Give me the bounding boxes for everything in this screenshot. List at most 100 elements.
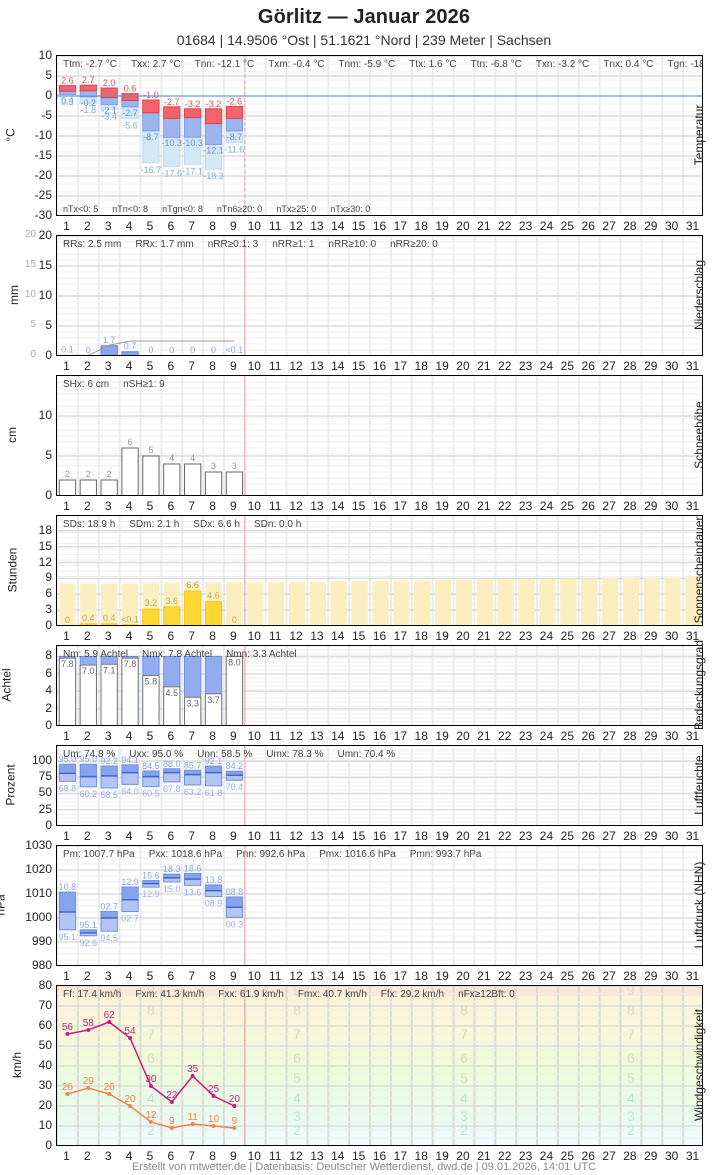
svg-text:15.6: 15.6 <box>142 871 160 881</box>
pressure-unit-label: hPa <box>0 894 8 916</box>
x-tick-label: 17 <box>393 219 408 233</box>
x-tick-label: 9 <box>230 1149 237 1163</box>
y-tick-label: 10 <box>38 48 52 62</box>
svg-text:9: 9 <box>147 986 155 998</box>
x-tick-label: 25 <box>560 969 575 983</box>
x-tick-label: 28 <box>623 729 637 743</box>
snow-depth-panel-title: Schneehöhe <box>692 401 706 469</box>
svg-text:2: 2 <box>627 1122 635 1138</box>
y-tick-label-secondary: 10 <box>24 289 36 300</box>
svg-text:5: 5 <box>293 1070 301 1086</box>
y-tick-label: 10 <box>38 408 52 422</box>
y-tick-label: 20 <box>38 228 52 242</box>
wind-panel-title: Windgeschwindigkeit <box>692 1008 706 1122</box>
stat-value: Pmx: 1016.6 hPa <box>319 849 396 860</box>
x-tick-label: 19 <box>435 219 449 233</box>
sunshine-stats: SDs: 18.9 h SDm: 2.1 h SDx: 6.6 h SDn: 0.0 … <box>63 519 315 530</box>
sunshine-panel-title: Sonnenscheindauer <box>692 516 706 624</box>
x-tick-label: 7 <box>188 969 195 983</box>
stat-value: nTn<0: 8 <box>112 204 149 214</box>
y-tick-label: 75 <box>38 769 52 784</box>
y-tick-label-secondary: 20 <box>24 229 36 240</box>
pressure-panel-title: Luftdruck (NHN) <box>692 861 706 949</box>
x-tick-label: 28 <box>623 969 637 983</box>
svg-text:0.4: 0.4 <box>82 613 95 623</box>
svg-text:0: 0 <box>190 345 195 355</box>
y-tick-label: 0 <box>45 1138 52 1152</box>
svg-text:-17.1: -17.1 <box>182 166 203 176</box>
svg-text:6.6: 6.6 <box>186 580 199 590</box>
x-tick-label: 10 <box>247 829 261 843</box>
x-tick-label: 21 <box>477 629 491 643</box>
x-tick-label: 27 <box>602 629 616 643</box>
x-tick-label: 11 <box>268 969 282 983</box>
x-tick-label: 2 <box>83 629 91 643</box>
stat-value: Txn: -3.2 °C <box>535 59 590 70</box>
y-tick-label: 5 <box>45 318 52 332</box>
svg-text:0: 0 <box>148 345 153 355</box>
stat-value: Fxx: 61.9 km/h <box>218 989 284 1000</box>
x-tick-label: 10 <box>247 729 261 743</box>
svg-text:54: 54 <box>124 1026 136 1037</box>
x-tick-label: 9 <box>230 829 237 843</box>
svg-text:22: 22 <box>166 1090 178 1101</box>
x-tick-label: 29 <box>644 1149 658 1163</box>
x-tick-label: 15 <box>351 219 366 233</box>
svg-text:-16.7: -16.7 <box>141 165 162 175</box>
stat-value: nRR≥0.1: 3 <box>207 239 259 250</box>
svg-text:56: 56 <box>62 1022 74 1033</box>
humidity-plot: 95.0 68.8 95.0 60.2 92.2 58.5 94.1 64.0 84.5 60.5… <box>57 746 702 825</box>
x-tick-label: 28 <box>623 629 637 643</box>
x-tick-label: 15 <box>351 1149 366 1163</box>
svg-text:3: 3 <box>147 1108 155 1124</box>
y-tick-label: 10 <box>38 288 52 302</box>
x-tick-label: 15 <box>351 499 366 513</box>
x-tick-label: 20 <box>456 969 470 983</box>
stat-value: Fmx: 40.7 km/h <box>297 989 367 1000</box>
svg-text:-2.6: -2.6 <box>227 96 243 106</box>
svg-text:-2.7: -2.7 <box>164 97 180 107</box>
x-tick-label: 6 <box>167 1149 175 1163</box>
snow-depth-plot: 2 2 2 6 5 4 4 3 3 <box>57 376 702 495</box>
svg-text:3: 3 <box>232 461 237 471</box>
y-tick-label: 18 <box>38 522 52 537</box>
x-tick-label: 29 <box>644 499 658 513</box>
x-tick-label: 31 <box>685 629 700 643</box>
footer-credits: Erstellt von mtwetter.de | Datenbasis: D… <box>131 1161 597 1173</box>
y-tick-label: 6 <box>45 665 52 680</box>
stat-value: Tnn: -12.1 °C <box>194 59 255 70</box>
x-tick-label: 25 <box>560 729 575 743</box>
x-tick-label: 17 <box>393 499 408 513</box>
y-tick-label: 5 <box>45 68 52 82</box>
y-tick-label: 990 <box>31 934 52 948</box>
x-tick-label: 2 <box>83 829 91 843</box>
x-tick-label: 5 <box>146 1149 154 1163</box>
stat-value: Tgn: -18.3 °C <box>667 59 702 70</box>
x-tick-label: 17 <box>393 629 408 643</box>
stat-value: nRR≥10: 0 <box>328 239 377 250</box>
y-tick-label: 25 <box>38 801 52 816</box>
svg-text:8.0: 8.0 <box>228 657 241 667</box>
pressure-x-axis: 1 2 3 4 5 6 7 8 9 10 11 12 13 14 15 16 17 18 19 20 21 22 23 24 2… <box>56 969 703 983</box>
svg-text:9: 9 <box>169 1116 175 1127</box>
svg-text:8: 8 <box>293 1002 301 1018</box>
x-tick-label: 7 <box>188 629 195 643</box>
svg-text:2: 2 <box>147 1122 155 1138</box>
x-tick-label: 22 <box>498 359 512 373</box>
x-tick-label: 30 <box>665 499 679 513</box>
x-tick-label: 22 <box>498 499 512 513</box>
x-tick-label: 1 <box>63 499 70 513</box>
stat-value: Ttn: -6.8 °C <box>470 59 522 70</box>
svg-text:4: 4 <box>147 1090 155 1106</box>
x-tick-label: 22 <box>498 629 512 643</box>
sunshine-unit-label: Stunden <box>5 547 20 593</box>
x-tick-label: 4 <box>125 629 133 643</box>
svg-text:4.5: 4.5 <box>166 688 179 698</box>
svg-text:9: 9 <box>232 1116 238 1127</box>
svg-text:88.0: 88.0 <box>163 759 181 769</box>
x-tick-label: 9 <box>230 219 237 233</box>
svg-text:1.7: 1.7 <box>103 335 116 345</box>
svg-text:95.0: 95.0 <box>59 754 77 764</box>
x-tick-label: 23 <box>518 829 533 843</box>
